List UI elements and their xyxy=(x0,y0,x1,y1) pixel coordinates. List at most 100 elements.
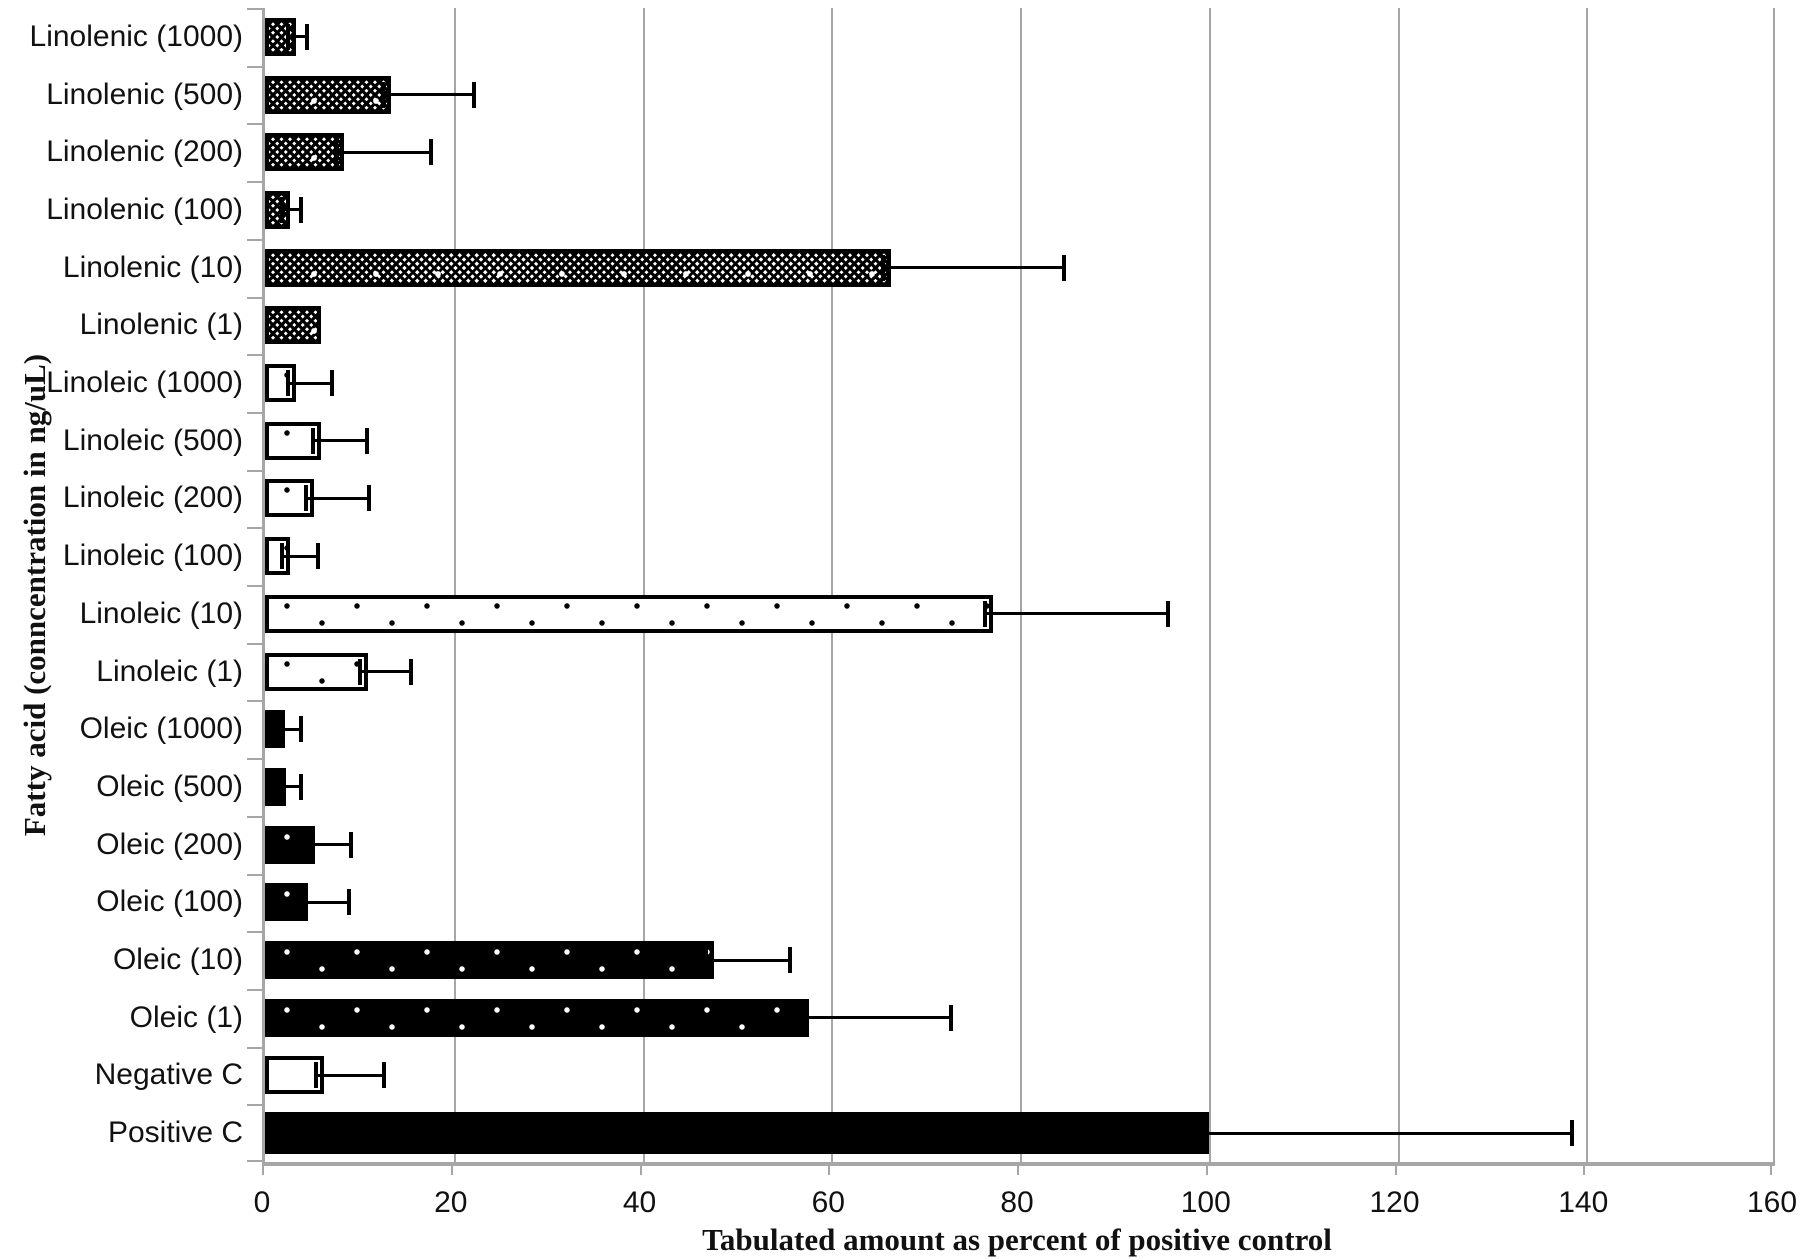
error-bar-line xyxy=(983,612,1168,616)
x-tick-label: 160 xyxy=(1746,1186,1798,1219)
error-bar-cap-left xyxy=(311,427,315,454)
category-label: Linoleic (1) xyxy=(96,654,243,688)
y-axis-tick xyxy=(247,758,262,761)
x-tick-label: 100 xyxy=(1180,1186,1231,1219)
error-bar-cap-right xyxy=(429,139,433,166)
y-axis-tick xyxy=(247,411,262,414)
category-label: Oleic (100) xyxy=(96,885,243,919)
error-bar-cap-left xyxy=(881,254,885,281)
y-axis-tick xyxy=(247,238,262,241)
error-bar-line xyxy=(276,785,301,789)
bar-linolenic-500- xyxy=(265,75,391,114)
bar-row xyxy=(265,181,1775,239)
error-bar-cap-right xyxy=(382,1062,386,1089)
x-tick-label: 80 xyxy=(1000,1186,1034,1219)
y-axis-tick xyxy=(247,8,262,10)
x-axis-tick xyxy=(1205,1162,1208,1175)
error-bar-line xyxy=(298,900,349,904)
error-bar-line xyxy=(799,1016,951,1020)
error-bar-line xyxy=(358,670,411,674)
bar-oleic-1- xyxy=(265,998,809,1037)
bar-linoleic-10- xyxy=(265,594,993,633)
error-bar-line xyxy=(704,958,790,962)
x-tick-label: 60 xyxy=(811,1186,845,1219)
error-bar-cap-right xyxy=(299,196,303,223)
bar-row xyxy=(265,527,1775,585)
error-bar-line xyxy=(280,208,301,212)
error-bar-cap-right xyxy=(472,81,476,108)
error-bar-line xyxy=(1199,1131,1572,1135)
error-bar-cap-left xyxy=(280,543,284,570)
error-bar-line xyxy=(881,266,1064,270)
bar-oleic-10- xyxy=(265,941,714,980)
bar-linolenic-10- xyxy=(265,248,891,287)
y-axis-tick xyxy=(247,181,262,184)
bar-linolenic-1- xyxy=(265,306,321,345)
error-bar-line xyxy=(275,727,301,731)
error-bar-cap-right xyxy=(349,831,353,858)
x-axis-tick xyxy=(262,1162,264,1175)
bar-linolenic-200- xyxy=(265,133,344,172)
y-axis-tick xyxy=(247,815,262,818)
error-bar-line xyxy=(381,93,474,97)
bar-linoleic-500- xyxy=(265,421,321,460)
error-bar-cap-left xyxy=(358,658,362,685)
gridline-x100 xyxy=(1208,8,1211,1162)
error-bar-cap-left xyxy=(305,831,309,858)
error-bar-cap-right xyxy=(365,427,369,454)
y-axis-tick xyxy=(247,1046,262,1049)
y-axis-tick xyxy=(247,296,262,299)
category-label: Linolenic (100) xyxy=(46,192,243,226)
bar-row xyxy=(265,931,1775,989)
error-bar-cap-left xyxy=(276,773,280,800)
error-bar-line xyxy=(286,35,307,39)
error-bar-cap-left xyxy=(298,889,302,916)
error-bar-cap-left xyxy=(286,23,290,50)
bar-row xyxy=(265,239,1775,297)
bar-row xyxy=(265,412,1775,470)
y-axis-tick xyxy=(247,354,262,357)
bar-row xyxy=(265,643,1775,701)
category-label: Linoleic (1000) xyxy=(46,366,243,400)
bar-row xyxy=(265,989,1775,1047)
gridline-x120 xyxy=(1397,8,1400,1162)
gridline-x160 xyxy=(1773,8,1775,1162)
y-axis-tick xyxy=(247,700,262,703)
bar-linoleic-1- xyxy=(265,652,368,691)
x-axis-tick xyxy=(1017,1162,1019,1175)
category-label: Linoleic (500) xyxy=(62,423,243,457)
y-axis-tick xyxy=(247,65,262,68)
plot-area xyxy=(262,8,1775,1166)
gridline-x60 xyxy=(831,8,834,1162)
bar-row xyxy=(265,123,1775,181)
y-axis-tick xyxy=(247,873,262,876)
y-axis-tick xyxy=(247,931,262,934)
error-bar-cap-right xyxy=(316,543,320,570)
bar-oleic-200- xyxy=(265,825,315,864)
bar-linoleic-200- xyxy=(265,479,314,518)
category-label: Oleic (10) xyxy=(112,943,243,977)
error-bar-line xyxy=(286,381,332,385)
gridline-x20 xyxy=(453,8,456,1162)
y-axis-tick xyxy=(247,1104,262,1107)
category-label: Linolenic (1) xyxy=(79,308,243,342)
error-bar-cap-right xyxy=(1062,254,1066,281)
category-label: Linoleic (100) xyxy=(62,539,243,573)
x-axis-tick xyxy=(450,1162,453,1175)
category-label: Linoleic (200) xyxy=(62,481,243,515)
error-bar-cap-right xyxy=(299,773,303,800)
category-label: Positive C xyxy=(107,1116,243,1150)
y-axis-tick xyxy=(247,642,262,645)
error-bar-line xyxy=(305,843,351,847)
x-axis-tick xyxy=(1394,1162,1397,1175)
error-bar-cap-left xyxy=(799,1004,803,1031)
error-bar-cap-right xyxy=(1166,600,1170,627)
error-bar-line xyxy=(314,1073,384,1077)
y-axis-tick xyxy=(247,123,262,126)
error-bar-cap-left xyxy=(314,1062,318,1089)
error-bar-cap-right xyxy=(409,658,413,685)
error-bar-cap-left xyxy=(704,947,708,974)
error-bar-line xyxy=(304,496,369,500)
gridline-x40 xyxy=(642,8,645,1162)
